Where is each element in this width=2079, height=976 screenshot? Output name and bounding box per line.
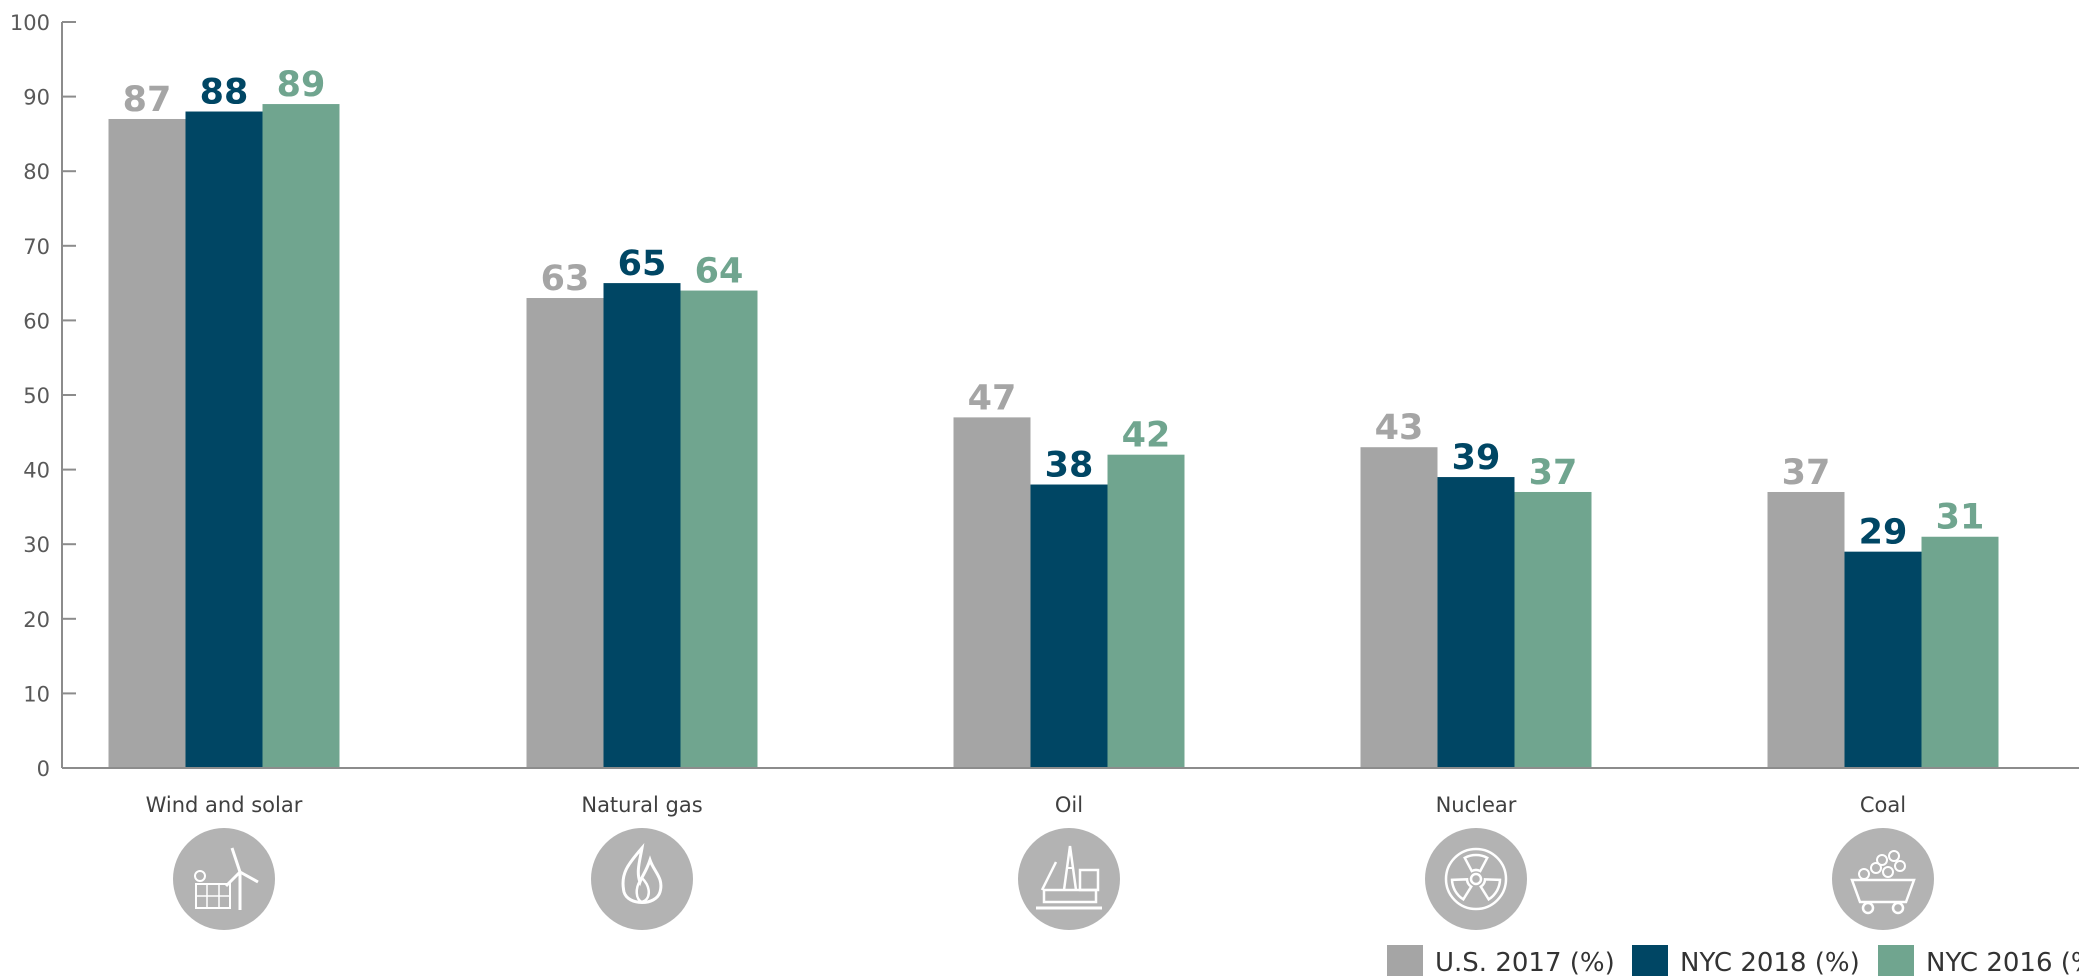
bar xyxy=(1921,536,1999,768)
data-label: 42 xyxy=(1122,416,1171,456)
data-labels: 87 88 89 63 65 64 47 38 42 43 39 37 37 29 31 xyxy=(123,65,1985,553)
x-tick-label: Natural gas xyxy=(581,793,702,817)
data-label: 88 xyxy=(200,73,249,113)
y-tick-label: 0 xyxy=(37,757,50,781)
data-label: 64 xyxy=(695,252,744,292)
data-label: 87 xyxy=(123,80,172,120)
x-tick-label: Wind and solar xyxy=(146,793,303,817)
x-tick-label: Coal xyxy=(1860,793,1906,817)
bar xyxy=(1360,447,1438,768)
bar xyxy=(526,298,604,768)
legend-label: U.S. 2017 (%) xyxy=(1435,948,1615,976)
coal-cart-icon xyxy=(1832,828,1934,930)
data-label: 38 xyxy=(1045,446,1094,486)
bars xyxy=(108,104,1999,769)
y-tick-label: 100 xyxy=(10,11,50,35)
bar xyxy=(1030,484,1108,768)
data-label: 43 xyxy=(1375,408,1424,448)
y-tick-label: 70 xyxy=(23,235,50,259)
data-label: 39 xyxy=(1452,438,1501,478)
y-tick-label: 20 xyxy=(23,608,50,632)
bar xyxy=(1514,491,1592,768)
y-tick-label: 30 xyxy=(23,533,50,557)
wind-solar-icon xyxy=(173,828,275,930)
bar xyxy=(185,111,263,768)
category-icons xyxy=(173,828,1934,930)
data-label: 29 xyxy=(1859,513,1908,553)
bar xyxy=(603,283,681,768)
data-label: 31 xyxy=(1936,498,1985,538)
data-label: 37 xyxy=(1782,453,1831,493)
x-tick-label: Oil xyxy=(1055,793,1083,817)
legend-swatch xyxy=(1878,945,1914,976)
y-axis: 0 10 20 30 40 50 60 70 80 90 100 xyxy=(10,11,76,781)
y-tick-label: 10 xyxy=(23,682,50,706)
bar xyxy=(1767,491,1845,768)
flame-icon xyxy=(591,828,693,930)
legend-item: NYC 2016 (%) xyxy=(1878,945,2079,976)
bar xyxy=(108,118,186,769)
data-label: 63 xyxy=(541,259,590,299)
bar xyxy=(262,104,340,768)
x-axis: Wind and solar Natural gas Oil Nuclear Coal xyxy=(62,767,2079,817)
y-tick-label: 60 xyxy=(23,309,50,333)
oil-rig-icon xyxy=(1018,828,1120,930)
legend-swatch xyxy=(1632,945,1668,976)
bar xyxy=(1107,454,1185,768)
legend-swatch xyxy=(1387,945,1423,976)
y-tick-label: 80 xyxy=(23,160,50,184)
data-label: 65 xyxy=(618,244,667,284)
nuclear-icon xyxy=(1425,828,1527,930)
bar xyxy=(680,290,758,768)
bar xyxy=(1844,551,1922,768)
bar xyxy=(1437,477,1515,768)
x-tick-label: Nuclear xyxy=(1436,793,1517,817)
data-label: 47 xyxy=(968,378,1017,418)
legend-item: NYC 2018 (%) xyxy=(1632,945,1860,976)
legend-item: U.S. 2017 (%) xyxy=(1387,945,1615,976)
legend: U.S. 2017 (%) NYC 2018 (%) NYC 2016 (%) xyxy=(1387,945,2079,976)
y-tick-label: 50 xyxy=(23,384,50,408)
data-label: 37 xyxy=(1529,453,1578,493)
legend-label: NYC 2018 (%) xyxy=(1680,948,1860,976)
y-tick-label: 40 xyxy=(23,459,50,483)
legend-label: NYC 2016 (%) xyxy=(1926,948,2079,976)
bar xyxy=(953,417,1031,768)
y-tick-label: 90 xyxy=(23,86,50,110)
data-label: 89 xyxy=(277,65,326,105)
